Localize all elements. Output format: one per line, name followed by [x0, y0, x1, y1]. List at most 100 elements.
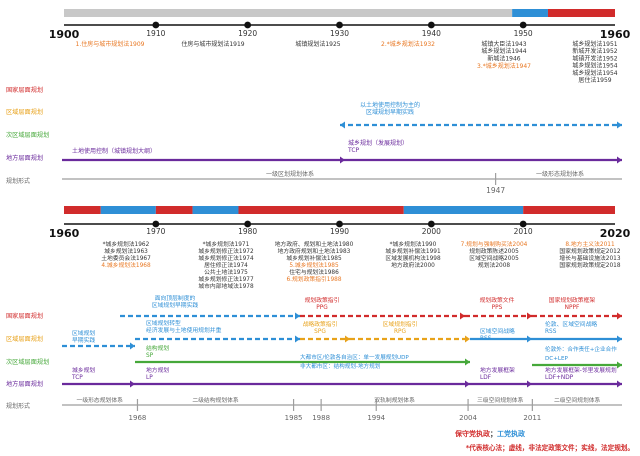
- ppg-label: 规划政策指引: [305, 296, 340, 304]
- sp-label: 结构规划: [146, 344, 169, 352]
- regional-transform-arrow-head: [295, 335, 300, 343]
- law-entry: 城乡规划法1963: [104, 247, 148, 255]
- period2-end-year: 2020: [600, 227, 631, 240]
- law-entry: 城乡规划法1954: [572, 69, 617, 77]
- period2-form-label: 规划形式: [6, 402, 30, 410]
- period2-start-year: 1960: [49, 227, 80, 240]
- period1-local-plan1: 土地使用控制（城镇规划大纲）: [72, 147, 156, 155]
- period2-system-label: 二级空间规划体系: [554, 396, 601, 404]
- pps-label: PPS: [492, 305, 503, 311]
- period2-governance-band-seg: [238, 206, 404, 214]
- period1-tick-label: 1950: [514, 29, 533, 38]
- ldf-ndp-label: 地方发展框架-邻里发展规划: [545, 366, 617, 374]
- period2-divider-year: 1994: [367, 414, 385, 422]
- period2-tick-label: 1970: [146, 227, 165, 236]
- rpg-label: RPG: [394, 329, 407, 335]
- period1-tick-label: 1930: [330, 29, 349, 38]
- law-entry: 3.*城乡规划法1947: [477, 62, 531, 70]
- period2-tick-label: 2000: [422, 227, 441, 236]
- period1-regional-note: 区域规划早期实践: [366, 108, 414, 116]
- period1-divider-year: 1947: [486, 186, 505, 195]
- period2-system-label: 一级形态规划体系: [77, 396, 124, 404]
- period2-governance-band-seg: [100, 206, 156, 214]
- law-entry: 地方政府法2000: [391, 261, 435, 269]
- regional-transform-label: 经济发展与土地使用规划并重: [146, 326, 222, 334]
- law-entry: 城乡规划法1954: [572, 62, 617, 70]
- period2-tick-label: 1980: [238, 227, 257, 236]
- law-entry: 规划法2008: [478, 261, 510, 269]
- period2-tick-dot: [519, 220, 527, 228]
- law-entry: 公共土地法1975: [204, 268, 248, 276]
- lp-label: 地方规划: [146, 366, 169, 374]
- law-entry: *城乡规划法1990: [390, 240, 437, 248]
- period2-governance-band-seg: [192, 206, 239, 214]
- period2-tick-dot: [427, 220, 435, 228]
- law-entry: 住房与城市规划法1919: [181, 40, 244, 48]
- regional-early-label2: 早期实践: [72, 336, 95, 344]
- period1-row-label: 次区域层面规划: [6, 131, 49, 139]
- ppg-label: PPG: [316, 305, 328, 311]
- lep-rss-arrow-head: [617, 335, 622, 343]
- lp-label: LP: [146, 375, 153, 381]
- law-entry: 1.住房与城市规划法1909: [76, 40, 145, 48]
- period1-tick-dot: [152, 21, 160, 29]
- period1-row-label: 地方层面规划: [6, 154, 43, 162]
- period1-system1: 一级区划规划体系: [266, 170, 314, 178]
- period2-row-label: 地方层面规划: [6, 380, 43, 388]
- regional-early-label: 区域规划: [72, 329, 95, 337]
- lep-right-label: 伦敦外：合作责任+企业合作: [545, 345, 617, 353]
- period2-row-label: 区域层面规划: [6, 335, 43, 343]
- spg-label: 战略政策指引: [303, 320, 338, 328]
- ldf-arrow-head: [527, 380, 532, 388]
- lep-rss-label: RSS: [545, 329, 557, 335]
- period1-regional-note: 以土地使用控制为主的: [360, 101, 420, 109]
- law-entry: *城乡规划法1971: [203, 240, 250, 248]
- nppf-label: NPPF: [565, 305, 580, 311]
- period2-tick-dot: [152, 220, 160, 228]
- ldf-ndp-label: LDF+NDP: [545, 375, 574, 381]
- law-entry: 城乡规划修正法1972: [198, 247, 254, 255]
- period2-tick-label: 1990: [330, 227, 349, 236]
- law-entry: 5.城乡规划法1985: [289, 261, 339, 269]
- sp-arrow-head: [465, 358, 470, 366]
- period2-national-note: 面向顶层制度的: [155, 294, 196, 302]
- period2-national-note: 区域规划早期实践: [152, 301, 199, 309]
- regional-early-arrow-head: [130, 342, 135, 350]
- law-entry: 新城开发法1952: [572, 47, 617, 55]
- law-entry: 城乡规划修正法1977: [198, 275, 254, 283]
- period2-tick-dot: [244, 220, 252, 228]
- period1-local-arrow1-head: [340, 156, 345, 164]
- nppf-arrow-head: [617, 312, 622, 320]
- law-entry: 城乡规划法1944: [481, 47, 526, 55]
- regional-transform-label: 区域规划转型: [146, 319, 181, 327]
- law-entry: 城乡规划补偿法1991: [385, 247, 441, 255]
- period2-divider-year: 1985: [285, 414, 303, 422]
- period1-system2: 一级形态规划体系: [536, 170, 584, 178]
- law-entry: 国家规划政策规定2012: [559, 247, 620, 255]
- spg-arrow-head: [345, 335, 350, 343]
- period1-end-year: 1960: [600, 28, 631, 41]
- period2-divider-year: 2004: [459, 414, 477, 422]
- legend-separator: ；: [490, 430, 497, 438]
- udp-label: 大都市区/伦敦各自治区：单一发展规划UDP: [300, 353, 409, 361]
- period1-row-label: 国家层面规划: [6, 86, 43, 94]
- period1-governance-band-seg: [547, 9, 615, 17]
- period2-governance-band-seg: [523, 206, 615, 214]
- period2-governance-band-seg: [64, 206, 101, 214]
- period1-tick-dot: [244, 21, 252, 29]
- law-entry: 国家规划政策规定2018: [559, 261, 620, 269]
- legend-conservative: 保守党执政: [454, 429, 491, 438]
- period2-system-label: 三级空间规划体系: [477, 396, 524, 404]
- law-entry: 新城法1946: [487, 54, 520, 62]
- law-entry: 增长与基础设施法2013: [559, 254, 620, 262]
- period1-regional-arrow-head: [617, 121, 622, 129]
- rss-arrow-head: [527, 335, 532, 343]
- rss-label: 区域空间战略: [480, 327, 515, 335]
- national-early-arrow-head: [295, 312, 300, 320]
- period1-tick-dot: [427, 21, 435, 29]
- period1-tick-label: 1940: [422, 29, 441, 38]
- period1-regional-arrow-tail: [340, 121, 345, 129]
- period2-governance-band-seg: [155, 206, 193, 214]
- period2-divider-year: 2011: [523, 414, 541, 422]
- law-entry: 城乡规划修正法1974: [198, 254, 254, 262]
